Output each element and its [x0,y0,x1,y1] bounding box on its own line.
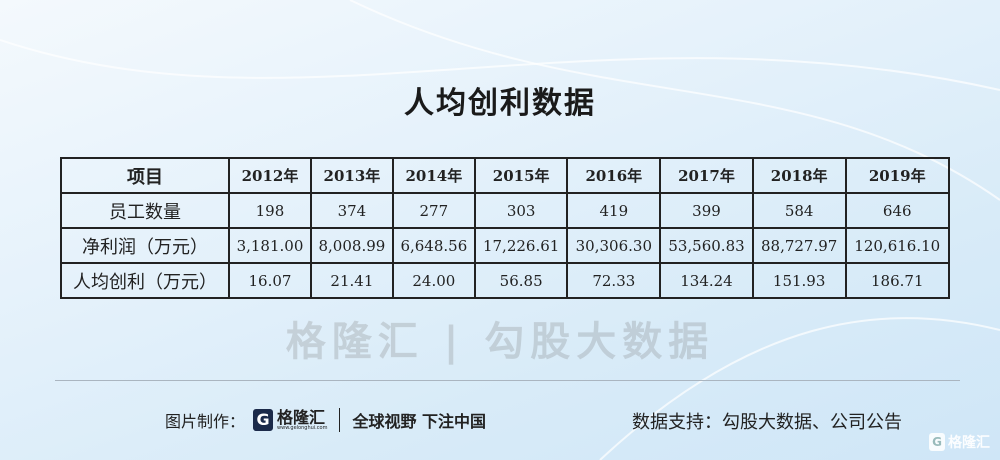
header-cell: 2016年 [566,157,662,194]
cell: 134.24 [659,262,754,299]
page-title: 人均创利数据 [404,86,596,121]
logo-url: www.gelonghui.com [277,424,328,431]
cell: 30,306.30 [566,227,662,264]
cell: 198 [228,192,312,229]
cell: 88,727.97 [751,227,847,264]
made-by-label: 图片制作： [165,412,246,431]
cell: 584 [751,192,847,229]
cell: 6,648.56 [391,227,476,264]
header-cell: 2013年 [309,157,394,194]
cell: 303 [473,192,569,229]
data-source: 数据支持：勾股大数据、公司公告 [632,412,902,433]
cell: 151.93 [751,262,847,299]
header-cell: 项目 [60,157,230,194]
corner-logo: G 格隆汇 [929,432,990,452]
cell: 646 [844,192,950,229]
header-cell: 2017年 [659,157,754,194]
cell: 277 [391,192,476,229]
cell: 186.71 [844,262,950,299]
header-cell: 2015年 [473,157,569,194]
corner-logo-text: 格隆汇 [948,435,990,451]
cell: 56.85 [473,262,569,299]
decorative-wave [0,39,1000,91]
cell: 3,181.00 [228,227,312,264]
row-label: 员工数量 [60,192,230,229]
footer-credit: 图片制作： G 格隆汇 www.gelonghui.com 全球视野 下注中国 [165,408,486,432]
decorative-wave [599,317,1000,460]
cell: 399 [659,192,754,229]
logo-text: 格隆汇 [277,407,326,427]
slogan: 全球视野 下注中国 [352,412,487,431]
row-label: 人均创利（万元） [60,262,230,299]
decorative-wave [349,0,1000,201]
cell: 24.00 [391,262,476,299]
header-cell: 2018年 [751,157,847,194]
table-row: 净利润（万元） 3,181.00 8,008.99 6,648.56 17,22… [60,227,950,264]
table-header-row: 项目 2012年 2013年 2014年 2015年 2016年 2017年 2… [60,157,950,194]
table-row: 员工数量 198 374 277 303 419 399 584 646 [60,192,950,229]
cell: 120,616.10 [844,227,950,264]
g-logo-icon: G [253,409,274,431]
cell: 419 [566,192,662,229]
cell: 21.41 [309,262,394,299]
row-label: 净利润（万元） [60,227,230,264]
header-cell: 2019年 [844,157,950,194]
cell: 17,226.61 [473,227,569,264]
gelonghui-logo: G 格隆汇 www.gelonghui.com [253,409,327,431]
table-row: 人均创利（万元） 16.07 21.41 24.00 56.85 72.33 1… [60,262,950,299]
cell: 374 [309,192,394,229]
header-cell: 2014年 [391,157,476,194]
g-logo-icon: G [929,433,945,451]
cell: 8,008.99 [309,227,394,264]
data-table: 项目 2012年 2013年 2014年 2015年 2016年 2017年 2… [60,157,950,299]
cell: 72.33 [566,262,662,299]
separator [339,408,341,432]
divider [55,380,960,381]
cell: 53,560.83 [659,227,754,264]
cell: 16.07 [228,262,312,299]
header-cell: 2012年 [228,157,312,194]
